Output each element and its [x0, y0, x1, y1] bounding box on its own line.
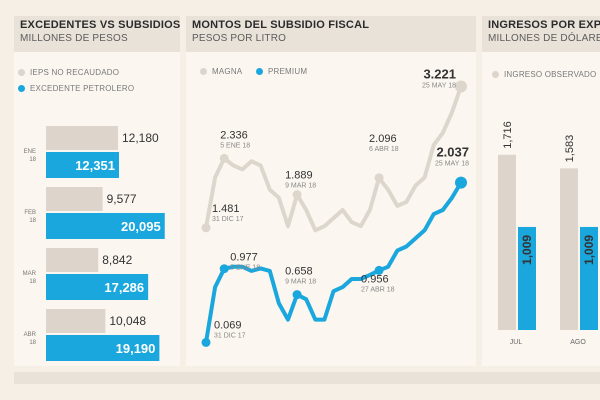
panel-subsidio: MONTOS DEL SUBSIDIO FISCAL PESOS POR LIT…	[186, 16, 476, 366]
category-label: JUL	[510, 339, 523, 346]
date-label: 9 MAR 18	[285, 183, 316, 190]
panel-subtitle: PESOS POR LITRO	[192, 33, 287, 44]
data-label: 12,180	[122, 131, 159, 145]
data-label: 0.069	[214, 319, 242, 331]
data-point-premium	[292, 290, 302, 300]
bar-excedente	[46, 335, 160, 361]
data-point-premium	[219, 264, 229, 274]
data-label: 2.096	[369, 133, 397, 145]
category-year: 18	[29, 279, 36, 285]
date-label: 31 DIC 17	[214, 332, 246, 339]
bar-excedente	[46, 152, 119, 178]
bar-presupuestado	[580, 226, 598, 330]
data-label: 1.889	[285, 170, 313, 182]
legend-label: INGRESO OBSERVADO	[504, 70, 597, 79]
data-label: 12,351	[75, 158, 115, 173]
data-label: 17,286	[104, 280, 144, 295]
legend-label: IEPS NO RECAUDADO	[30, 68, 120, 77]
panel-header: EXCEDENTES VS SUBSIDIOS MILLONES DE PESO…	[14, 16, 180, 52]
legend-item-ingreso: INGRESO OBSERVADO	[492, 70, 596, 79]
panel-subtitle: MILLONES DE DÓLARE	[488, 33, 600, 44]
legend-item-ieps: IEPS NO RECAUDADO	[18, 68, 119, 77]
data-label: 19,190	[116, 341, 156, 356]
data-point-magna	[292, 190, 302, 200]
series-line-premium	[204, 180, 463, 345]
legend-label: PREMIUM	[268, 67, 308, 76]
data-label: 1,009	[582, 235, 596, 265]
data-point-magna	[374, 173, 384, 183]
legend-dot-gray	[18, 69, 25, 76]
date-label: 9 MAR 18	[285, 279, 316, 286]
panel-subtitle: MILLONES DE PESOS	[20, 33, 128, 44]
data-label: 8,842	[102, 253, 132, 267]
legend-dot-blue	[18, 85, 25, 92]
category-label: ENE	[24, 149, 36, 155]
data-point-premium	[374, 265, 384, 275]
bar-ieps	[46, 309, 106, 333]
legend-label: EXCEDENTE PETROLERO	[30, 84, 135, 93]
data-label: 2.037	[436, 145, 469, 160]
date-label: 5 ENE 18	[220, 142, 250, 149]
date-label: 5 ENE 18	[230, 265, 260, 272]
legend-dot-gray	[492, 71, 499, 78]
legend-item-premium: PREMIUM	[256, 67, 307, 76]
bar-excedente	[46, 213, 165, 239]
bar-ieps	[46, 187, 103, 211]
data-label: 0.956	[361, 273, 389, 285]
category-year: 18	[29, 340, 36, 346]
bar-observado	[498, 154, 516, 330]
date-label: 25 MAY 18	[422, 83, 456, 90]
data-label: 3.221	[423, 67, 456, 82]
category-label: FEB	[24, 210, 36, 216]
date-label: 6 ABR 18	[369, 146, 399, 153]
legend-item-excedente: EXCEDENTE PETROLERO	[18, 84, 134, 93]
date-label: 31 DIC 17	[212, 216, 244, 223]
data-point-magna	[219, 153, 229, 163]
bar-presupuestado	[518, 226, 536, 330]
data-label: 2.336	[220, 129, 248, 141]
category-year: 18	[29, 157, 36, 163]
data-label: 1,009	[520, 235, 534, 265]
date-label: 27 ABR 18	[361, 286, 395, 293]
data-label: 0.658	[285, 266, 313, 278]
category-label: ABR	[24, 332, 37, 338]
data-label: 10,048	[109, 314, 146, 328]
panel-header: INGRESOS POR EXPO MILLONES DE DÓLARE	[482, 16, 600, 52]
bar-excedente	[46, 274, 149, 300]
data-label: 1.481	[212, 203, 240, 215]
data-label: 1,583	[564, 135, 576, 163]
date-label: 25 MAY 18	[435, 161, 469, 168]
data-label: 20,095	[121, 219, 161, 234]
data-label: 0.977	[230, 252, 258, 264]
bar-observado	[560, 168, 578, 330]
legend-label: MAGNA	[212, 67, 243, 76]
footer-band	[14, 372, 600, 384]
legend-dot-gray	[200, 68, 207, 75]
panel-ingresos: INGRESOS POR EXPO MILLONES DE DÓLARE ING…	[482, 16, 600, 366]
panel-title: EXCEDENTES VS SUBSIDIOS	[20, 19, 181, 31]
data-point-magna	[455, 80, 467, 93]
category-label: AGO	[570, 339, 586, 346]
category-year: 18	[29, 218, 36, 224]
chart-excedentes: ENE 18 12,180 12,351 FEB 18 9,577 20,095 MAR 18 8,…	[23, 126, 165, 361]
category-label: MAR	[23, 271, 37, 277]
panel-header: MONTOS DEL SUBSIDIO FISCAL PESOS POR LIT…	[186, 16, 476, 52]
data-point-premium	[201, 337, 211, 347]
series-line-magna	[204, 84, 463, 233]
panel-title: MONTOS DEL SUBSIDIO FISCAL	[192, 19, 370, 31]
panel-title: INGRESOS POR EXPO	[488, 19, 600, 31]
data-label: 9,577	[107, 192, 137, 206]
legend-item-magna: MAGNA	[200, 67, 242, 76]
data-label: 1,716	[502, 121, 514, 149]
bar-ieps	[46, 248, 99, 272]
data-point-premium	[455, 176, 467, 189]
legend-dot-blue	[256, 68, 263, 75]
bar-ieps	[46, 126, 118, 150]
data-point-magna	[201, 223, 211, 233]
panel-excedentes: EXCEDENTES VS SUBSIDIOS MILLONES DE PESO…	[14, 16, 180, 366]
